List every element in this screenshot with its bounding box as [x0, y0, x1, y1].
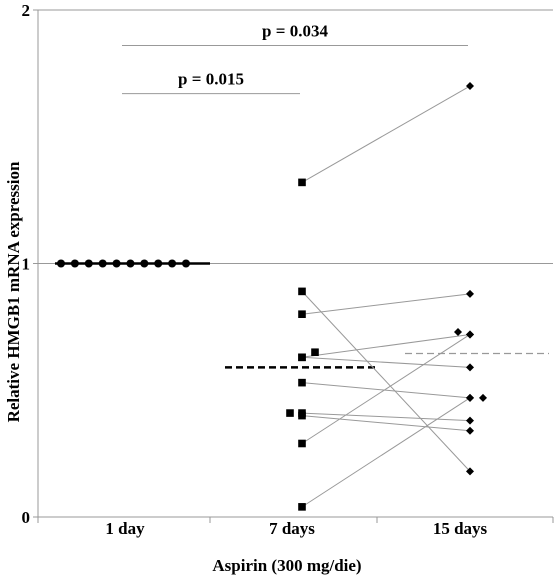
x-tick-layer: 1 day 7 days 15 days — [37, 517, 554, 538]
point-layer — [57, 82, 487, 511]
point-15-days — [466, 82, 474, 91]
point-7-days — [298, 310, 306, 318]
point-1-day — [57, 259, 65, 268]
point-15-days — [466, 467, 474, 476]
point-15-days — [466, 393, 474, 402]
x-axis-label: Aspirin (300 mg/die) — [212, 556, 361, 575]
point-7-days — [298, 178, 306, 187]
point-1-day — [140, 259, 149, 268]
point-15-days — [466, 330, 474, 339]
point-15-days — [466, 416, 474, 425]
point-1-day — [112, 259, 121, 268]
paired-line — [301, 333, 471, 358]
point-7-days — [298, 411, 306, 420]
x-tick-label: 1 day — [105, 519, 145, 538]
point-7-days — [298, 439, 306, 448]
point-7-days — [311, 348, 319, 357]
point-15-days — [466, 289, 474, 298]
point-7-days — [286, 409, 294, 417]
y-tick-label: 0 — [22, 508, 31, 527]
paired-line — [301, 412, 471, 422]
paired-line — [301, 334, 471, 444]
paired-line — [301, 85, 471, 183]
point-1-day — [84, 259, 93, 268]
paired-line-layer — [301, 85, 471, 508]
paired-line — [301, 291, 471, 472]
point-7-days — [298, 378, 306, 387]
point-7-days — [298, 353, 306, 362]
paired-line — [301, 397, 471, 508]
point-1-day — [126, 259, 135, 268]
point-7-days — [298, 287, 306, 296]
point-15-days — [454, 327, 462, 336]
y-tick-layer: 0 1 2 — [22, 1, 38, 527]
point-15-days — [466, 363, 474, 372]
x-tick-label: 7 days — [269, 519, 315, 538]
point-1-day — [70, 259, 79, 268]
point-1-day — [182, 259, 190, 268]
point-15-days — [479, 393, 487, 402]
x-tick-label: 15 days — [433, 519, 488, 538]
annotation-layer: p = 0.034 p = 0.015 — [122, 21, 468, 95]
point-15-days — [466, 426, 474, 435]
point-1-day — [98, 259, 107, 268]
point-1-day — [154, 259, 163, 268]
y-axis-label: Relative HMGB1 mRNA expression — [4, 161, 23, 422]
point-1-day — [168, 259, 177, 268]
p-value-label: p = 0.015 — [178, 70, 244, 89]
y-tick-label: 1 — [22, 255, 31, 274]
paired-line — [301, 293, 471, 315]
point-7-days — [298, 503, 306, 511]
gridline-layer — [38, 9, 553, 264]
paired-line — [301, 415, 471, 432]
paired-line — [301, 356, 471, 368]
paired-line — [301, 382, 471, 399]
y-tick-label: 2 — [22, 1, 31, 20]
p-value-label: p = 0.034 — [262, 21, 328, 40]
